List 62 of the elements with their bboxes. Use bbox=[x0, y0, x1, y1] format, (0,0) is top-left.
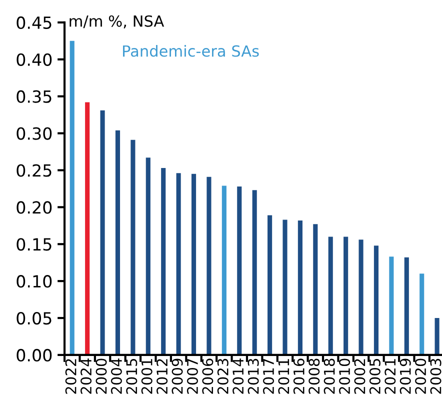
bar bbox=[146, 158, 150, 355]
bar bbox=[222, 186, 226, 355]
x-tick-label: 2010 bbox=[339, 358, 350, 394]
x-tick-label: 2005 bbox=[369, 359, 380, 394]
x-tick-label: 2008 bbox=[308, 358, 320, 394]
bar bbox=[358, 240, 364, 355]
x-tick-label: 2022 bbox=[65, 359, 76, 394]
bar bbox=[420, 274, 424, 355]
y-tick-label: 0.40 bbox=[16, 53, 52, 66]
bar bbox=[374, 246, 379, 355]
bar bbox=[206, 176, 212, 355]
y-tick-label: 0.10 bbox=[16, 275, 52, 288]
x-tick-label: 2011 bbox=[278, 359, 290, 394]
bar bbox=[344, 236, 348, 355]
y-tick-label: 0.00 bbox=[16, 348, 52, 362]
bar bbox=[85, 102, 90, 355]
x-tick-label: 2006 bbox=[202, 358, 214, 394]
bar bbox=[282, 220, 288, 355]
x-tick-label: 2021 bbox=[384, 359, 396, 394]
x-tick-label: 2018 bbox=[324, 358, 335, 394]
x-tick-label: 2001 bbox=[141, 359, 152, 394]
y-tick-label: 0.45 bbox=[16, 16, 52, 30]
bar bbox=[252, 190, 257, 355]
bar bbox=[115, 130, 120, 355]
bar bbox=[268, 215, 272, 355]
bar bbox=[176, 173, 181, 355]
y-tick-label: 0.15 bbox=[16, 238, 52, 251]
x-tick-label: 2007 bbox=[186, 358, 198, 394]
x-tick-label: 2012 bbox=[156, 359, 168, 394]
y-tick-label: 0.05 bbox=[16, 312, 52, 325]
y-tick-label: 0.20 bbox=[16, 201, 52, 214]
bar bbox=[404, 257, 409, 355]
x-tick-label: 2002 bbox=[354, 359, 366, 394]
bar bbox=[237, 186, 242, 355]
x-tick-label: 2020 bbox=[415, 358, 426, 394]
bar bbox=[70, 40, 74, 355]
bar bbox=[130, 140, 136, 355]
bar bbox=[298, 220, 302, 355]
x-tick-label: 2024 bbox=[80, 358, 92, 394]
y-tick-label: 0.30 bbox=[16, 127, 52, 140]
x-tick-label: 2009 bbox=[172, 358, 183, 394]
y-axis-title: m/m %, NSA bbox=[70, 15, 164, 28]
x-tick-label: 2016 bbox=[293, 358, 304, 394]
y-tick-label: 0.25 bbox=[16, 164, 52, 177]
x-tick-label: 2023 bbox=[217, 358, 228, 394]
x-tick-label: 2004 bbox=[110, 358, 122, 394]
x-tick-label: 2014 bbox=[232, 358, 244, 394]
bar bbox=[191, 174, 196, 355]
bar bbox=[313, 224, 318, 355]
x-tick-label: 2000 bbox=[96, 358, 107, 394]
y-tick-label: 0.35 bbox=[16, 90, 52, 103]
x-tick-label: 2013 bbox=[248, 358, 259, 394]
annotation: Pandemic-era SAs bbox=[123, 44, 259, 57]
x-tick-label: 2017 bbox=[262, 358, 274, 394]
bar bbox=[100, 110, 105, 355]
bar bbox=[161, 168, 166, 355]
bar bbox=[434, 318, 440, 355]
x-tick-label: 2019 bbox=[400, 358, 411, 394]
x-tick-label: 2015 bbox=[126, 359, 138, 394]
bar bbox=[328, 236, 333, 355]
bar bbox=[389, 256, 394, 355]
x-tick-label: 2003 bbox=[430, 358, 442, 394]
